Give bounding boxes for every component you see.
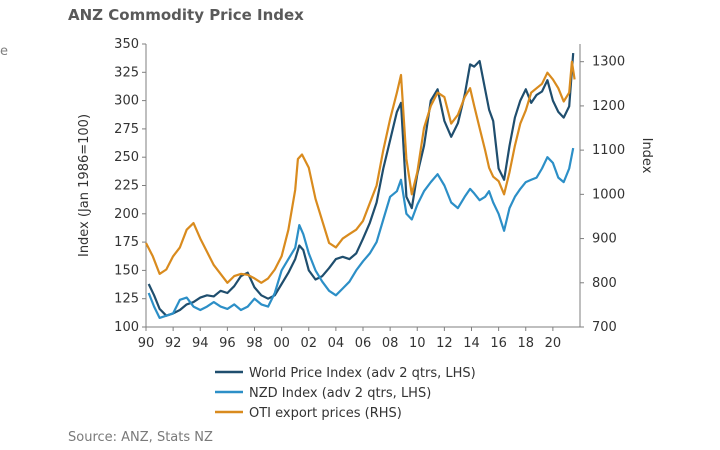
y-right-tick-label: 800	[592, 276, 617, 291]
edge-text-fragment: e	[0, 44, 8, 59]
x-tick-label: 06	[355, 336, 372, 351]
y-left-tick-label: 150	[114, 263, 139, 278]
legend-label-3: OTI export prices (RHS)	[249, 406, 402, 421]
y-right-tick-label: 1200	[592, 99, 625, 114]
x-tick-label: 20	[545, 336, 562, 351]
source-note: Source: ANZ, Stats NZ	[68, 430, 213, 445]
x-tick-label: 08	[382, 336, 399, 351]
y-left-tick-label: 275	[114, 122, 139, 137]
series-line-2	[147, 147, 575, 319]
x-tick-label: 16	[490, 336, 507, 351]
y-left-tick-label: 125	[114, 292, 139, 307]
x-tick-label: 04	[328, 336, 345, 351]
y-right-tick-label: 1300	[592, 55, 625, 70]
page-title: ANZ Commodity Price Index	[68, 6, 304, 24]
x-tick-label: 10	[409, 336, 426, 351]
y-left-tick-label: 175	[114, 235, 139, 250]
y-left-tick-label: 250	[114, 150, 139, 165]
y-left-tick-label: 350	[114, 37, 139, 52]
series-line-1	[147, 53, 575, 317]
y-left-tick-label: 100	[114, 320, 139, 335]
series-line-3	[145, 60, 576, 284]
y-left-tick-label: 225	[114, 179, 139, 194]
x-tick-label: 18	[517, 336, 534, 351]
x-tick-label: 14	[463, 336, 480, 351]
x-tick-label: 92	[165, 336, 182, 351]
y-left-tick-label: 300	[114, 94, 139, 109]
y-left-tick-label: 200	[114, 207, 139, 222]
x-tick-label: 02	[300, 336, 317, 351]
y-right-tick-label: 700	[592, 320, 617, 335]
x-tick-label: 96	[219, 336, 236, 351]
x-tick-label: 00	[273, 336, 290, 351]
y-right-tick-label: 1100	[592, 143, 625, 158]
x-tick-label: 12	[436, 336, 453, 351]
y-left-tick-label: 325	[114, 65, 139, 80]
x-tick-label: 90	[138, 336, 155, 351]
legend-label-1: World Price Index (adv 2 qtrs, LHS)	[249, 366, 476, 381]
y-left-axis-title: Index (Jan 1986=100)	[77, 114, 92, 257]
y-right-axis-title: Index	[639, 138, 654, 174]
x-tick-label: 94	[192, 336, 209, 351]
legend-label-2: NZD Index (adv 2 qtrs, LHS)	[249, 386, 431, 401]
x-tick-label: 98	[246, 336, 263, 351]
y-right-tick-label: 900	[592, 232, 617, 247]
y-right-tick-label: 1000	[592, 187, 625, 202]
